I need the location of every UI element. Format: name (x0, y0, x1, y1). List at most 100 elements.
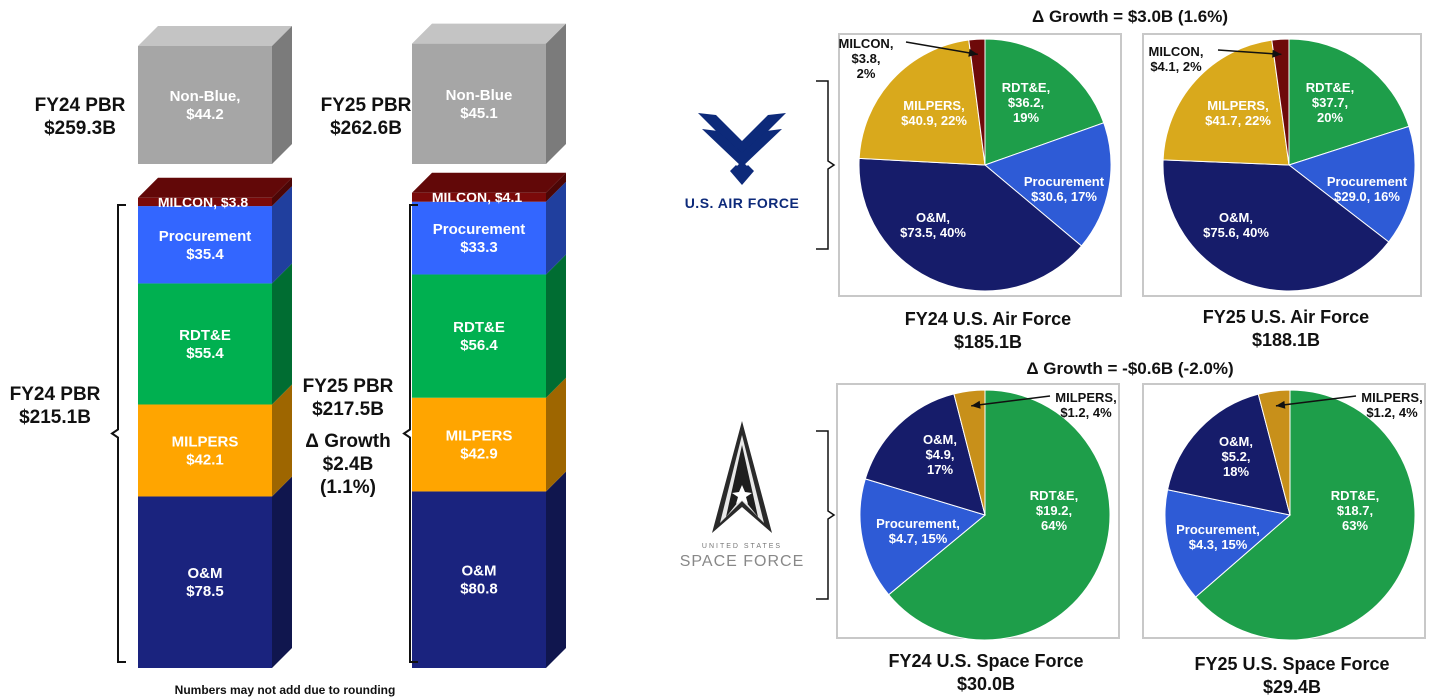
fy25-sf-slice-procurement (1164, 489, 1292, 598)
bar-procurement-1 (412, 201, 546, 275)
fy24-sf-slice-procurement (859, 478, 987, 596)
bar-nonblue-top-0 (138, 26, 292, 46)
bar-label-om-1: O&M $80.8 (460, 563, 498, 598)
fy25-af-leader-arrow-milcon (1272, 49, 1282, 58)
bar-side-om-1 (546, 471, 566, 668)
bar-side-om-0 (272, 476, 292, 668)
air-force-growth: Δ Growth = $3.0B (1.6%) (1032, 7, 1228, 26)
fy25-sf-label-om: O&M, $5.2, 18% (1219, 434, 1253, 479)
bar-label-om-0: O&M $78.5 (186, 565, 224, 600)
space-force-delta-icon (712, 421, 772, 533)
bar-nonblue-0 (138, 46, 272, 164)
fy25-sf-slice-om (1166, 393, 1291, 516)
fy25-space-force-title: FY25 U.S. Space Force $29.4B (1194, 654, 1390, 697)
bar-label-procurement-1: Procurement $33.3 (433, 221, 526, 256)
fy24-af-slice-milpers (858, 39, 986, 166)
fy24-af-slice-milcon (968, 38, 986, 166)
fy25-air-force-title: FY25 U.S. Air Force $188.1B (1202, 307, 1370, 350)
bar-milpers-0 (138, 404, 272, 497)
fy24-air-force-title: FY24 U.S. Air Force $185.1B (904, 309, 1072, 352)
fy25-sf-label-milpers: MILPERS, $1.2, 4% (1361, 390, 1422, 420)
bar-nonblue-top-1 (412, 23, 566, 44)
stacked-bar-chart: O&M $78.5 MILPERS $42.1 RDT&E $55.4 Procuremen… (110, 23, 566, 668)
bar-rdte-0 (138, 283, 272, 405)
bar-side-milpers-0 (272, 384, 292, 497)
air-force-wings-icon (698, 113, 786, 185)
fy24-af-leader-arrow-milcon (968, 48, 978, 57)
fy25-af-slice-rdte (1288, 38, 1410, 166)
air-force-logo-text: U.S. AIR FORCE (684, 195, 800, 211)
fy24-af-leader-milcon (905, 41, 978, 56)
bar-top-face-0 (138, 177, 292, 198)
bar-side-milpers-1 (546, 377, 566, 492)
fy24-af-slice-rdte (984, 38, 1105, 166)
fy24-sf-label-om: O&M, $4.9, 17% (923, 432, 957, 477)
bar-milcon-0 (138, 197, 272, 207)
fy25-sf-slice-rdte (1194, 389, 1416, 641)
bar-side-procurement-0 (272, 186, 292, 284)
bar-label-rdte-1: RDT&E $56.4 (453, 319, 505, 354)
fy24-sf-leader-milpers (971, 395, 1051, 407)
fy24-sf-label-rdte: RDT&E, $19.2, 64% (1030, 488, 1078, 533)
bar-label-nonblue-0: Non-Blue, $44.2 (170, 88, 241, 123)
bar-om-1 (412, 491, 546, 668)
fy25-total-label: FY25 PBR $262.6B (320, 95, 412, 139)
delta-growth-label: Δ Growth $2.4B (1.1%) (305, 431, 391, 498)
bar-procurement-0 (138, 206, 272, 284)
fy24-sf-slice-milpers (953, 389, 986, 516)
bar-label-milcon-1: MILCON, $4.1 (432, 189, 522, 205)
bar-side-procurement-1 (546, 181, 566, 275)
fy24-space-force-title: FY24 U.S. Space Force $30.0B (888, 651, 1084, 694)
bar-side-milcon-0 (272, 177, 292, 207)
fy24-af-slice-procurement (984, 122, 1112, 247)
fy24-sf-label-milpers: MILPERS, $1.2, 4% (1055, 390, 1116, 420)
space-force-logo-text: SPACE FORCE (679, 553, 805, 570)
fy24-total-label: FY24 PBR $259.3B (34, 95, 126, 139)
bar-nonblue-1 (412, 43, 546, 164)
fy24-af-label-milcon: MILCON, $3.8, 2% (839, 36, 894, 81)
space-force-logo-small-text: UNITED STATES (701, 543, 783, 550)
bar-rdte-1 (412, 274, 546, 398)
fy25-sf-leader-milpers (1275, 395, 1357, 407)
fy25-af-leader-milcon (1217, 49, 1282, 56)
fy25-sf-label-procurement: Procurement, $4.3, 15% (1176, 522, 1260, 552)
fy24-sf-label-procurement: Procurement, $4.7, 15% (876, 516, 960, 546)
bar-label-milcon-0: MILCON, $3.8 (158, 194, 248, 210)
bar-label-milpers-1: MILPERS $42.9 (446, 428, 513, 463)
bar-nonblue-side-1 (546, 23, 566, 164)
bar-label-milpers-0: MILPERS $42.1 (172, 433, 239, 468)
fy25-sf-leader-arrow-milpers (1275, 400, 1286, 409)
bar-side-rdte-1 (546, 254, 566, 398)
fy24-af-label-rdte: RDT&E, $36.2, 19% (1002, 80, 1050, 125)
fy24-blue-total-label: FY24 PBR $215.1B (9, 384, 101, 428)
fy25-af-label-procurement: Procurement $29.0, 16% (1327, 174, 1408, 204)
fy24-af-bracket (816, 80, 836, 250)
fy25-af-slice-milcon (1271, 38, 1290, 166)
bar-side-rdte-0 (272, 263, 292, 405)
fy25-brace (402, 204, 418, 663)
fy25-af-label-om: O&M, $75.6, 40% (1203, 210, 1269, 240)
fy24-brace (110, 204, 126, 663)
fy25-af-slice-procurement (1287, 125, 1416, 243)
bar-top-face-1 (412, 172, 566, 193)
fy24-sf-slice-rdte (887, 389, 1111, 641)
fy25-af-label-rdte: RDT&E, $37.7, 20% (1306, 80, 1354, 125)
bar-label-rdte-0: RDT&E $55.4 (179, 327, 231, 362)
fy25-af-slice-milpers (1162, 39, 1290, 166)
space-force-logo: UNITED STATES SPACE FORCE (672, 415, 812, 580)
fy25-sf-slice-milpers (1257, 389, 1291, 516)
fy25-af-slice-om (1162, 159, 1390, 292)
fy24-sf-bracket (816, 430, 836, 600)
fy24-sf-leader-arrow-milpers (971, 400, 981, 409)
rounding-footnote: Numbers may not add due to rounding (174, 683, 396, 697)
fy24-af-label-procurement: Procurement $30.6, 17% (1024, 174, 1105, 204)
fy25-sf-label-rdte: RDT&E, $18.7, 63% (1331, 488, 1379, 533)
fy24-af-slice-om (858, 157, 1083, 292)
fy25-blue-total-label: FY25 PBR $217.5B (302, 376, 394, 420)
fy25-af-label-milpers: MILPERS, $41.7, 22% (1205, 98, 1271, 128)
fy24-af-label-milpers: MILPERS, $40.9, 22% (901, 98, 967, 128)
fy25-af-label-milcon: MILCON, $4.1, 2% (1149, 44, 1204, 74)
bar-side-milcon-1 (546, 172, 566, 202)
bar-nonblue-side-0 (272, 26, 292, 164)
